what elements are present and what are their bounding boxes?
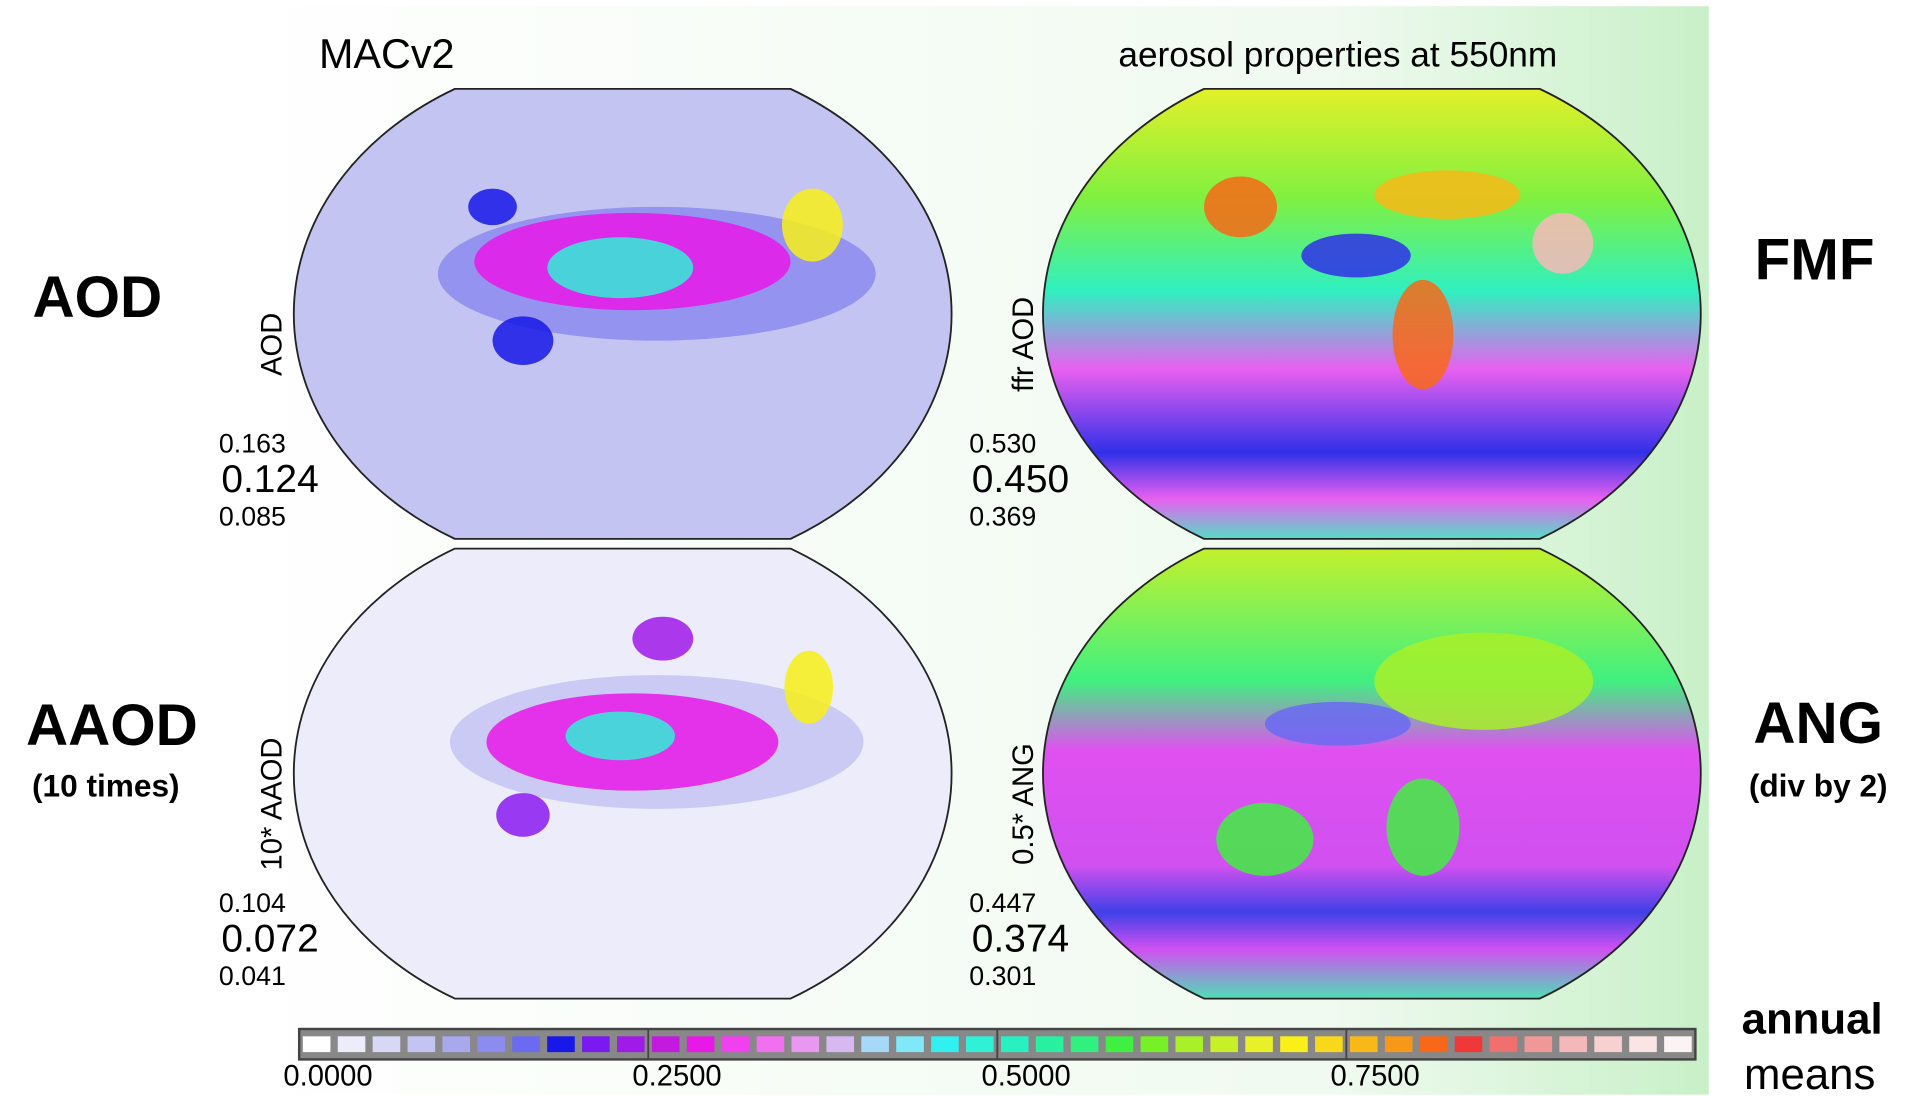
right-title: aerosol properties at 550nm [1118,36,1557,75]
colorbar-swatch [826,1036,854,1052]
map-region [493,316,554,365]
colorbar-swatch [966,1036,994,1052]
colorbar-swatch [1175,1036,1203,1052]
colorbar-swatch [896,1036,924,1052]
row-label: ANG [1753,691,1883,756]
colorbar-swatch [582,1036,610,1052]
colorbar-swatch [1455,1036,1483,1052]
colorbar-tick-label: 0.2500 [632,1060,721,1092]
map-region [1265,702,1411,746]
colorbar-swatch [1594,1036,1622,1052]
row-label: FMF [1755,227,1875,292]
panel-axis-label: 10* AAOD [256,738,288,871]
panel-axis-label: ffr AOD [1008,297,1040,392]
stat-mean: 0.374 [972,918,1069,961]
map-region [1386,778,1459,875]
colorbar-swatch [1001,1036,1029,1052]
map [282,543,963,1005]
row-label: AOD [32,265,162,330]
map-region [1216,803,1313,876]
map-region [784,651,833,724]
map [1031,83,1712,545]
caption: annual [1742,994,1883,1043]
colorbar-swatch [1071,1036,1099,1052]
map-fill [1031,543,1712,1005]
colorbar-swatch [617,1036,645,1052]
map-fill [1031,83,1712,545]
map [282,83,963,545]
map-region [632,617,693,661]
colorbar-swatch [1420,1036,1448,1052]
map-region [468,189,517,225]
colorbar-swatch [1036,1036,1064,1052]
colorbar-swatch [1106,1036,1134,1052]
map-region [1374,170,1520,219]
row-sublabel: (div by 2) [1749,768,1888,804]
map-region [547,237,693,298]
colorbar-tick-label: 0.7500 [1331,1060,1420,1092]
stat-mean: 0.450 [972,458,1069,501]
colorbar-swatch [1245,1036,1273,1052]
colorbar-swatch [1525,1036,1553,1052]
colorbar-swatch [1629,1036,1657,1052]
colorbar-swatch [1664,1036,1692,1052]
stat-high: 0.163 [219,428,286,458]
map [1031,543,1712,1005]
map-region [1204,176,1277,237]
colorbar-swatch [1490,1036,1518,1052]
panel-axis-label: 0.5* ANG [1008,743,1040,865]
colorbar-swatch [792,1036,820,1052]
colorbar-swatch [303,1036,331,1052]
map-region [1374,633,1593,730]
colorbar-swatch [442,1036,470,1052]
stat-low: 0.301 [969,961,1036,991]
stat-mean: 0.072 [221,918,318,961]
stat-high: 0.104 [219,888,286,918]
caption: means [1744,1050,1875,1096]
map-region [496,793,550,837]
stat-high: 0.447 [969,888,1036,918]
colorbar-swatch [408,1036,436,1052]
colorbar-swatch [1280,1036,1308,1052]
colorbar-swatch [373,1036,401,1052]
left-title: MACv2 [319,31,455,77]
colorbar-swatch [1559,1036,1587,1052]
stat-mean: 0.124 [221,458,318,501]
colorbar-swatch [1210,1036,1238,1052]
colorbar-swatch [512,1036,540,1052]
colorbar-swatch [1385,1036,1413,1052]
map-region [1532,213,1593,274]
colorbar-swatch [1315,1036,1343,1052]
colorbar-swatch [687,1036,715,1052]
colorbar-swatch [338,1036,366,1052]
row-label: AAOD [26,693,198,758]
panel-axis-label: AOD [256,313,288,376]
stat-low: 0.085 [219,501,286,531]
colorbar-tick-label: 0.0000 [283,1060,372,1092]
colorbar-swatch [757,1036,785,1052]
colorbar-swatch [477,1036,505,1052]
stat-low: 0.369 [969,501,1036,531]
stat-low: 0.041 [219,961,286,991]
row-sublabel: (10 times) [32,768,180,804]
colorbar-swatch [547,1036,575,1052]
colorbar-swatch [1350,1036,1378,1052]
colorbar-swatch [722,1036,750,1052]
map-region [566,712,675,761]
colorbar-tick-label: 0.5000 [981,1060,1070,1092]
colorbar-swatch [652,1036,680,1052]
map-region [1393,280,1454,389]
map-region [1301,234,1410,278]
colorbar-swatch [1141,1036,1169,1052]
colorbar-swatch [931,1036,959,1052]
map-region [782,189,843,262]
figure: MACv2 aerosol properties at 550nm AOD FM… [0,0,1907,1096]
colorbar-swatch [861,1036,889,1052]
stat-high: 0.530 [969,428,1036,458]
